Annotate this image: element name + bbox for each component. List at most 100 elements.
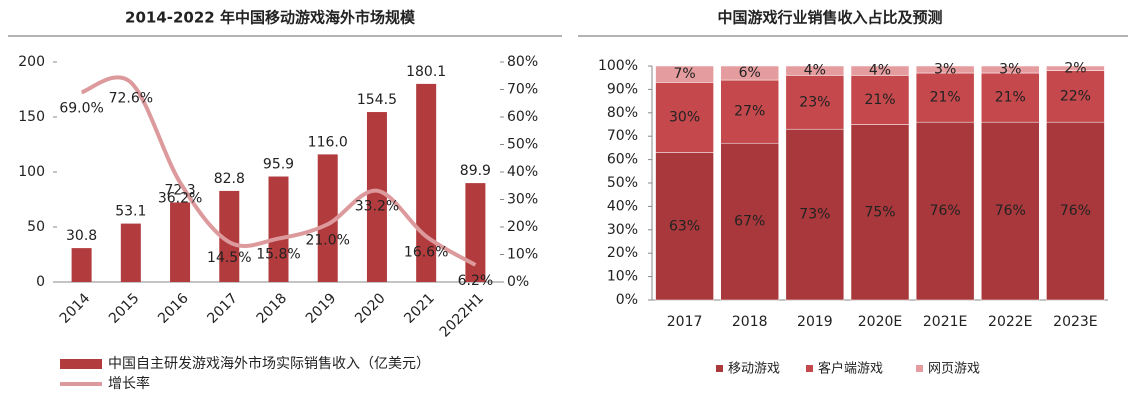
segment-label: 4%: [804, 63, 826, 79]
x-tick-label: 2019: [303, 290, 340, 327]
x-tick-label: 2021: [401, 290, 438, 327]
bar-segment: [915, 65, 975, 74]
x-tick-label: 2020E: [858, 314, 902, 330]
bar-segment: [655, 152, 714, 301]
y2-tick-label: 10%: [507, 247, 538, 263]
bar-segment: [655, 65, 714, 83]
y-tick-label: 50%: [607, 175, 638, 191]
bar-segment: [785, 128, 845, 301]
y2-tick-label: 0%: [507, 274, 529, 290]
x-tick-label: 2018: [254, 290, 291, 327]
y2-tick-label: 80%: [507, 54, 538, 70]
y-tick-label: 10%: [607, 269, 638, 285]
x-tick-label: 2017: [204, 290, 241, 327]
segment-label: 21%: [995, 90, 1026, 106]
bar-segment: [785, 75, 845, 130]
bar-value-label: 95.9: [263, 157, 294, 173]
y-tick-label: 100%: [598, 58, 638, 74]
x-tick-label: 2016: [155, 290, 192, 327]
y-tick-label: 150: [18, 109, 45, 125]
y2-tick-label: 40%: [507, 164, 538, 180]
x-tick-label: 2022H1: [437, 290, 487, 340]
segment-label: 75%: [864, 204, 895, 220]
y-tick-label: 0%: [616, 292, 638, 308]
legend-swatch: [60, 359, 102, 369]
segment-label: 76%: [995, 203, 1026, 219]
bar-value-label: 82.8: [214, 171, 245, 187]
segment-label: 2%: [1064, 60, 1086, 76]
bar: [71, 248, 92, 282]
segment-label: 7%: [673, 66, 695, 82]
chart-title: 中国游戏行业销售收入占比及预测: [717, 9, 942, 27]
y-tick-label: 90%: [607, 81, 638, 97]
legend-label: 增长率: [108, 375, 150, 392]
segment-label: 22%: [1060, 88, 1091, 104]
bar-value-label: 116.0: [308, 134, 348, 150]
segment-label: 3%: [934, 62, 956, 78]
bar-value-label: 180.1: [406, 64, 446, 80]
x-tick-label: 2019: [797, 314, 833, 330]
bar-segment: [981, 121, 1040, 301]
x-tick-label: 2018: [732, 314, 768, 330]
legend-label: 客户端游戏: [818, 361, 883, 377]
legend-label: 移动游戏: [728, 362, 780, 377]
y-tick-label: 60%: [607, 152, 638, 168]
bar: [170, 202, 191, 282]
bar-value-label: 53.1: [115, 204, 146, 220]
line-value-label: 72.6%: [109, 90, 153, 106]
legend-swatch: [806, 365, 813, 372]
bar-segment: [981, 72, 1040, 123]
bar-value-label: 30.8: [66, 228, 97, 244]
line-value-label: 69.0%: [59, 100, 103, 116]
legend-swatch: [916, 365, 923, 372]
bar-segment: [850, 65, 910, 76]
y2-tick-label: 30%: [507, 192, 538, 208]
x-tick-label: 2022E: [988, 314, 1032, 330]
x-tick-label: 2015: [106, 290, 143, 327]
y-tick-label: 200: [18, 54, 45, 70]
bar-segment: [850, 75, 910, 125]
bar-segment: [850, 124, 910, 301]
bar: [317, 154, 338, 282]
y2-tick-label: 70%: [507, 82, 538, 98]
line-value-label: 16.6%: [404, 244, 448, 260]
chart-title: 2014-2022 年中国移动游戏海外市场规模: [125, 9, 416, 27]
line-value-label: 33.2%: [355, 199, 399, 215]
line-value-label: 6.2%: [458, 273, 494, 289]
bar-segment: [981, 65, 1040, 74]
bar-segment: [915, 72, 975, 123]
segment-label: 63%: [669, 218, 700, 234]
line-value-label: 14.5%: [207, 250, 251, 266]
x-tick-label: 2017: [667, 314, 703, 330]
bar-value-label: 154.5: [357, 92, 397, 108]
line-value-label: 21.0%: [305, 232, 349, 248]
line-value-label: 36.2%: [158, 190, 202, 206]
x-tick-label: 2020: [352, 290, 389, 327]
y-tick-label: 20%: [607, 245, 638, 261]
y-tick-label: 50: [27, 219, 45, 235]
y2-tick-label: 20%: [507, 219, 538, 235]
bar-segment: [915, 121, 975, 301]
bar-segment: [720, 65, 779, 81]
bar: [366, 112, 387, 282]
bar-segment: [1046, 121, 1105, 301]
bar-value-label: 89.9: [460, 163, 491, 179]
bar-segment: [720, 79, 779, 144]
y2-tick-label: 50%: [507, 137, 538, 153]
legend-label: 中国自主研发游戏海外市场实际销售收入（亿美元）: [108, 355, 430, 372]
y-tick-label: 0: [36, 274, 45, 290]
x-tick-label: 2014: [57, 290, 94, 327]
y-tick-label: 30%: [607, 222, 638, 238]
segment-label: 23%: [799, 94, 830, 110]
segment-label: 76%: [1060, 203, 1091, 219]
x-tick-label: 2021E: [923, 314, 967, 330]
segment-label: 3%: [999, 62, 1021, 78]
segment-label: 67%: [734, 214, 765, 230]
y-tick-label: 70%: [607, 128, 638, 144]
legend-swatch: [716, 365, 723, 372]
segment-label: 76%: [930, 203, 961, 219]
bar-segment: [785, 65, 845, 76]
x-tick-label: 2023E: [1053, 314, 1097, 330]
y-tick-label: 80%: [607, 105, 638, 121]
